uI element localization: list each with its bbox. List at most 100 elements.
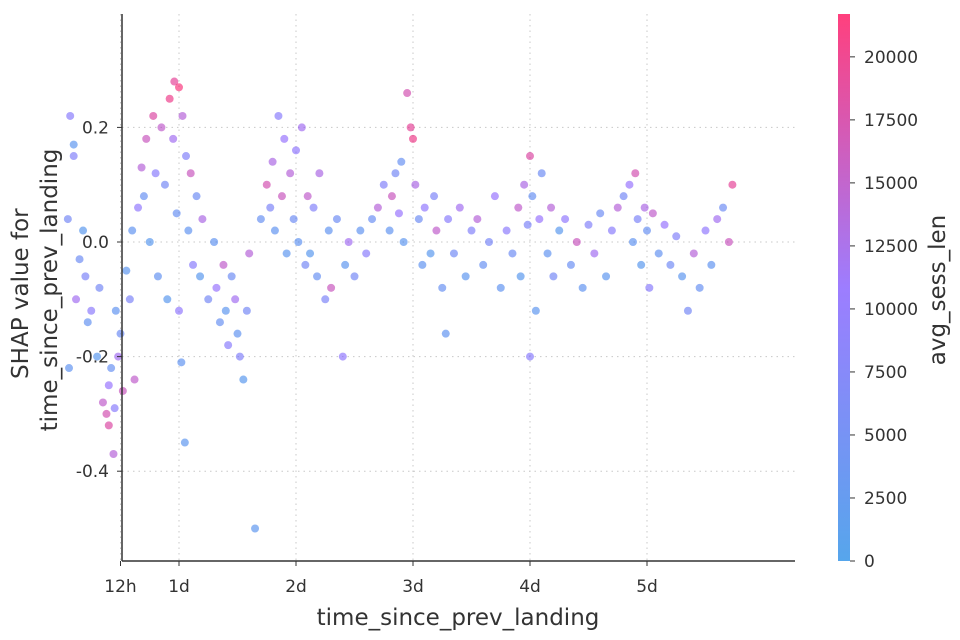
- scatter-point: [426, 249, 435, 258]
- scatter-point: [373, 203, 382, 212]
- scatter-point: [315, 169, 324, 178]
- scatter-point: [332, 215, 341, 224]
- scatter-point: [379, 180, 388, 189]
- x-axis-title: time_since_prev_landing: [317, 605, 600, 631]
- scatter-point: [403, 89, 412, 98]
- scatter-point: [449, 249, 458, 258]
- scatter-point: [282, 249, 291, 258]
- scatter-point: [196, 272, 205, 281]
- scatter-point: [628, 238, 637, 246]
- scatter-point: [81, 272, 90, 281]
- scatter-point: [719, 203, 728, 212]
- scatter-point: [227, 272, 236, 281]
- scatter-point: [344, 238, 353, 246]
- scatter-point: [137, 163, 146, 172]
- scatter-point: [441, 329, 450, 338]
- scatter-point: [631, 169, 640, 178]
- scatter-point: [578, 283, 587, 292]
- scatter-point: [107, 364, 116, 373]
- scatter-point: [83, 318, 92, 327]
- colorbar-gradient: [838, 14, 850, 561]
- y-tick-labels: 0.2 0.0 -0.2 -0.4: [76, 118, 122, 482]
- scatter-point: [406, 123, 415, 132]
- scatter-point: [151, 169, 160, 178]
- scatter-point: [654, 249, 663, 258]
- scatter-point: [356, 226, 365, 235]
- scatter-point: [414, 215, 423, 224]
- scatter-point: [66, 111, 75, 120]
- scatter-point: [602, 272, 611, 281]
- y-tick-label: -0.2: [76, 348, 109, 368]
- scatter-point: [368, 215, 377, 224]
- x-tick-label: 4d: [519, 577, 541, 597]
- scatter-point: [149, 111, 158, 120]
- scatter-point: [65, 364, 74, 373]
- scatter-point: [198, 215, 207, 224]
- scatter-point: [235, 352, 244, 361]
- scatter-point: [268, 157, 277, 166]
- scatter-point: [430, 192, 439, 201]
- scatter-point: [245, 249, 254, 258]
- scatter-point: [613, 203, 622, 212]
- scatter-point: [87, 306, 96, 315]
- scatter-point: [561, 215, 570, 224]
- scatter-point: [596, 209, 605, 218]
- scatter-point: [490, 192, 499, 201]
- colorbar: [838, 14, 850, 561]
- scatter-point: [163, 295, 172, 304]
- scatter-point: [251, 524, 260, 533]
- scatter-point: [102, 409, 111, 418]
- scatter-point: [177, 358, 186, 367]
- scatter-point: [111, 306, 120, 315]
- scatter-point: [239, 375, 248, 384]
- scatter-point: [683, 306, 692, 315]
- scatter-point: [286, 169, 295, 178]
- y-axis-title-line-1: SHAP value for: [8, 208, 34, 379]
- scatter-point: [313, 272, 322, 281]
- scatter-point: [180, 438, 189, 447]
- scatter-point: [79, 226, 88, 235]
- scatter-point: [93, 352, 102, 361]
- colorbar-tick-label: 20000: [864, 48, 918, 68]
- scatter-point: [233, 329, 242, 338]
- scatter-point: [301, 260, 310, 269]
- colorbar-tick-label: 2500: [864, 489, 907, 509]
- scatter-point: [289, 215, 298, 224]
- scatter-point: [387, 192, 396, 201]
- scatter-point: [678, 272, 687, 281]
- scatter-point: [274, 111, 283, 120]
- scatter-point: [572, 238, 581, 246]
- scatter-point: [531, 306, 540, 315]
- scatter-point: [170, 77, 179, 86]
- scatter-point: [543, 249, 552, 258]
- colorbar-tick-label: 12500: [864, 237, 918, 257]
- scatter-point: [165, 94, 174, 103]
- scatter-point: [526, 352, 534, 361]
- scatter-point: [75, 255, 84, 264]
- scatter-point: [409, 134, 417, 143]
- scatter-point: [309, 203, 318, 212]
- y-axis-title: SHAP value for time_since_prev_landing: [8, 149, 63, 432]
- scatter-point: [110, 404, 119, 413]
- scatter-point: [277, 192, 286, 201]
- scatter-point: [535, 215, 544, 224]
- scatter-point: [321, 295, 330, 304]
- scatter-point: [341, 260, 350, 269]
- scatter-point: [666, 260, 675, 269]
- scatter-point: [69, 140, 78, 149]
- scatter-point: [175, 83, 183, 92]
- scatter-point: [219, 260, 228, 269]
- scatter-point: [438, 283, 447, 292]
- scatter-point: [549, 272, 558, 281]
- scatter-point: [590, 249, 599, 258]
- x-tick-label: 1d: [168, 577, 190, 597]
- scatter-point: [69, 152, 78, 161]
- scatter-point: [116, 329, 125, 338]
- scatter-point: [95, 283, 104, 292]
- x-tick-label: 5d: [636, 577, 658, 597]
- scatter-point: [172, 209, 181, 218]
- scatter-point: [555, 226, 564, 235]
- scatter-point: [607, 226, 616, 235]
- scatter-point: [643, 226, 651, 235]
